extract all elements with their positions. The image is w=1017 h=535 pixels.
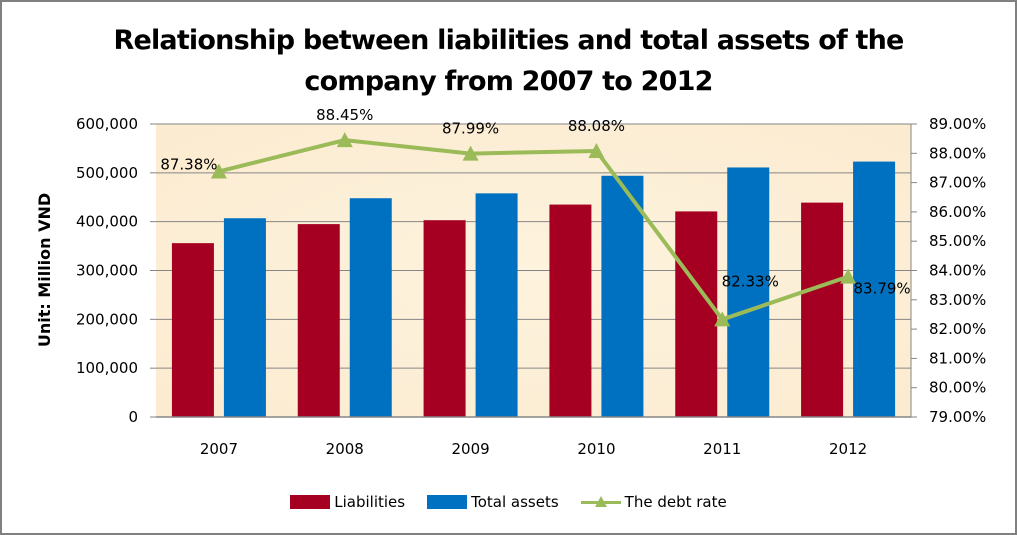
y2-tick-label: 85.00% [929,232,986,250]
x-tick-label: 2008 [326,440,364,458]
y2-tick-label: 81.00% [929,349,986,367]
bar-liabilities-2012 [801,202,844,417]
bar-liabilities-2009 [423,220,466,417]
legend-swatch-debt-rate [580,495,621,509]
debt-rate-marker-2008 [336,132,353,148]
y-tick-label: 500,000 [76,164,138,182]
debt-rate-data-label: 88.45% [316,106,373,124]
y2-tick-label: 83.00% [929,291,986,309]
bar-total-assets-2010 [601,175,644,417]
x-tick-label: 2011 [703,440,741,458]
triangle-marker-icon [594,496,607,507]
legend-label-total-assets: Total assets [471,493,559,511]
legend-label-debt-rate: The debt rate [624,493,727,511]
x-tick-label: 2012 [829,440,867,458]
x-tick-label: 2009 [451,440,489,458]
bar-total-assets-2012 [853,161,896,417]
y2-tick-label: 87.00% [929,174,986,192]
legend-swatch-liabilities [290,495,331,509]
debt-rate-line [218,138,849,322]
legend-item-liabilities: Liabilities [290,493,405,511]
debt-rate-marker-2009 [462,145,479,161]
debt-rate-marker-2007 [210,163,227,179]
debt-rate-marker-2011 [714,311,731,327]
debt-rate-marker-2012 [840,268,857,284]
y2-tick-label: 79.00% [929,408,986,426]
bar-total-assets-2008 [349,198,392,417]
bar-liabilities-2007 [171,243,214,417]
legend-item-debt-rate: The debt rate [580,493,727,511]
legend-label-liabilities: Liabilities [334,493,406,511]
bar-total-assets-2011 [727,167,770,417]
bar-total-assets-2007 [223,218,266,417]
y-tick-label: 100,000 [76,359,138,377]
chart-title-line-2: company from 2007 to 2012 [304,66,713,97]
y2-tick-label: 88.00% [929,144,986,162]
y-tick-label: 200,000 [76,310,138,328]
bar-liabilities-2010 [549,204,592,417]
bar-total-assets-2009 [475,193,518,417]
y-tick-label: 600,000 [76,115,138,133]
debt-rate-data-label: 87.99% [442,120,499,138]
legend: Liabilities Total assets The debt rate [0,493,1017,511]
y-tick-label: 400,000 [76,213,138,231]
y2-tick-label: 84.00% [929,262,986,280]
bar-liabilities-2011 [675,211,718,417]
x-tick-label: 2010 [577,440,615,458]
debt-rate-data-label: 83.79% [853,280,910,298]
y-tick-label: 300,000 [76,262,138,280]
bar-liabilities-2008 [297,224,340,417]
y-tick-label: 0 [128,408,138,426]
debt-rate-data-label: 87.38% [160,155,217,173]
y2-tick-label: 82.00% [929,320,986,338]
debt-rate-data-label: 88.08% [568,117,625,135]
y2-tick-label: 86.00% [929,203,986,221]
debt-rate-marker-2010 [588,142,605,158]
legend-item-total-assets: Total assets [427,493,559,511]
y2-tick-label: 80.00% [929,379,986,397]
debt-rate-data-label: 82.33% [722,272,779,290]
y-axis-label: Unit: Million VND [35,193,54,347]
chart-title-line-1: Relationship between liabilities and tot… [113,25,904,56]
x-tick-label: 2007 [200,440,238,458]
legend-swatch-total-assets [427,495,468,509]
y2-tick-label: 89.00% [929,115,986,133]
chart-title: Relationship between liabilities and tot… [0,20,1017,102]
